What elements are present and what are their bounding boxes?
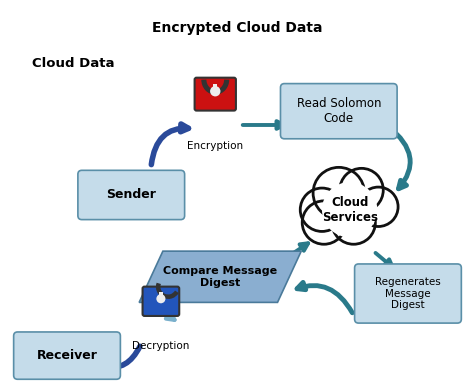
Circle shape [300,188,344,231]
Text: Regenerates
Message
Digest: Regenerates Message Digest [375,277,441,310]
Circle shape [322,182,377,237]
FancyBboxPatch shape [78,170,184,219]
Polygon shape [139,251,301,302]
FancyBboxPatch shape [143,286,179,316]
Text: Encrypted Cloud Data: Encrypted Cloud Data [152,20,322,35]
Bar [213,84,218,91]
Bar [159,292,163,299]
Circle shape [302,201,346,244]
FancyBboxPatch shape [281,84,397,139]
Text: Sender: Sender [106,189,156,201]
Text: Compare Message
Digest: Compare Message Digest [163,266,277,288]
Text: Cloud Data: Cloud Data [32,57,115,70]
Text: Receiver: Receiver [36,349,98,362]
Circle shape [332,201,375,244]
Circle shape [358,187,398,226]
FancyBboxPatch shape [14,332,120,379]
Text: Cloud
Services: Cloud Services [322,196,378,224]
FancyBboxPatch shape [355,264,461,323]
FancyBboxPatch shape [195,78,236,110]
Circle shape [340,168,383,212]
Circle shape [313,167,365,219]
Circle shape [156,294,165,303]
Text: Encryption: Encryption [187,141,243,151]
Text: Read Solomon
Code: Read Solomon Code [297,97,381,125]
Text: Decryption: Decryption [132,341,190,351]
Circle shape [210,86,220,96]
